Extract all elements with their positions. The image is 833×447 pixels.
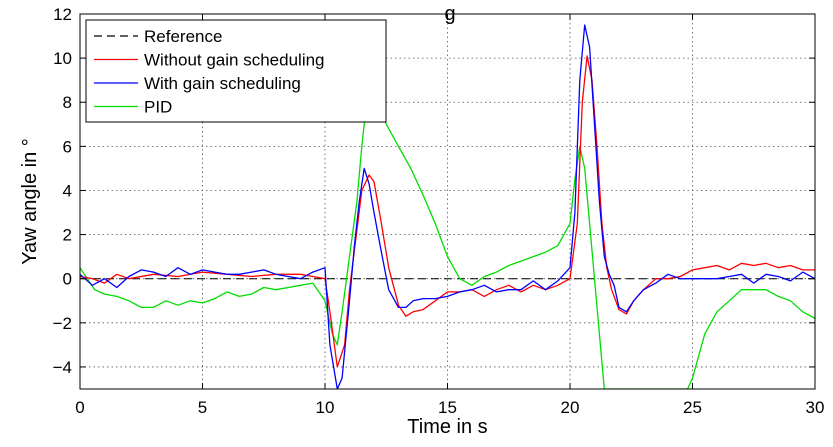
legend-label: With gain scheduling [144, 74, 301, 93]
x-tick-label: 25 [683, 398, 702, 417]
axis-ticks: 0 5 10 15 20 25 30 −4 −2 0 2 4 6 8 10 12 [53, 5, 825, 417]
series-line-without-gain-scheduling [80, 55, 815, 368]
series-line-with-gain-scheduling [80, 24, 815, 389]
y-tick-label: 0 [63, 270, 72, 289]
legend-box [85, 19, 387, 123]
x-axis-label: Time in s [407, 416, 487, 438]
y-tick-label: −2 [53, 314, 72, 333]
y-tick-label: −4 [53, 358, 72, 377]
y-tick-label: 12 [53, 5, 72, 24]
x-tick-label: 0 [75, 398, 84, 417]
y-tick-label: 2 [63, 226, 72, 245]
series-line-pid [80, 90, 815, 389]
x-tick-label: 10 [316, 398, 335, 417]
legend-label: PID [144, 98, 172, 117]
legend-label: Without gain scheduling [144, 51, 325, 70]
legend-label: Reference [144, 27, 222, 46]
legend: Reference Without gain scheduling With gai… [85, 19, 387, 123]
y-tick-label: 4 [63, 181, 72, 200]
x-tick-label: 20 [561, 398, 580, 417]
x-tick-label: 5 [198, 398, 207, 417]
y-tick-label: 10 [53, 49, 72, 68]
y-axis-label: Yaw angle in ° [19, 138, 41, 265]
y-tick-label: 6 [63, 137, 72, 156]
series-layer [80, 24, 815, 389]
x-tick-label: 15 [438, 398, 457, 417]
y-tick-label: 8 [63, 93, 72, 112]
x-tick-label: 30 [806, 398, 825, 417]
